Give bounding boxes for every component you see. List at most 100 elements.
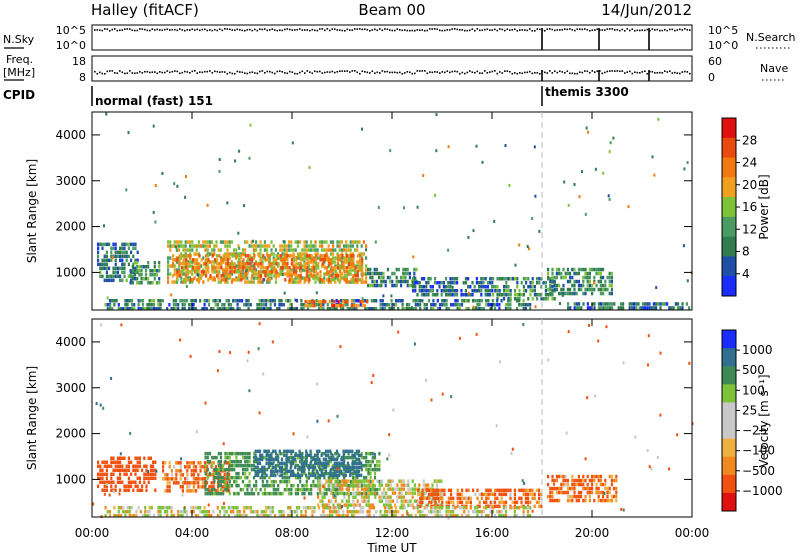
heat-cell [452,303,455,307]
heat-cell [226,475,229,480]
heat-cell [330,278,333,282]
heat-cell [246,270,249,274]
heat-cell [227,506,230,510]
heat-cell [551,494,554,499]
heat-cell [206,459,209,464]
heat-cell [531,297,534,301]
heat-cell [344,514,347,518]
freq-point [426,72,429,75]
freq-point [119,70,121,72]
heat-cell [505,500,508,505]
nsky-point [631,28,634,30]
heat-cell [558,490,561,495]
heat-cell [381,299,384,303]
heat-cell [299,258,302,262]
heat-cell [379,307,382,311]
nsky-point [321,28,324,30]
nsky-point [614,29,616,31]
heat-cell [296,467,300,472]
heat-cell [130,242,133,247]
heat-cell [591,267,594,272]
heat-cell [213,455,216,460]
heat-cell [507,303,510,307]
freq-point [449,71,451,74]
heat-cell [190,299,193,303]
heat-cell [257,254,260,258]
heat-cell [331,510,334,514]
heat-cell [325,240,328,244]
freq-point [249,71,251,74]
sparse-cell [173,182,176,186]
heat-cell [219,491,223,496]
heat-cell [339,307,343,311]
heat-cell [186,260,189,264]
heat-cell [599,275,602,280]
heat-cell [257,270,260,274]
heat-cell [172,307,175,311]
nsky-point [209,29,211,31]
nsky-point [211,29,214,32]
heat-cell [189,270,192,274]
heat-cell [229,262,232,266]
heat-cell [178,272,181,276]
heat-cell [431,499,434,503]
heat-cell [119,278,122,283]
heat-cell [346,299,349,304]
heat-cell [445,510,448,514]
heat-cell [270,248,273,252]
heat-cell [121,242,124,247]
freq-point [96,72,99,75]
heat-cell [185,270,188,274]
sparse-cell [425,378,427,382]
heat-cell [186,465,189,469]
heat-cell [321,248,324,252]
power-ylabel: Slant Range [km] [25,159,39,263]
y-tick-label: 3000 [55,381,86,395]
heat-cell [577,279,580,284]
heat-cell [159,514,162,518]
heat-cell [110,274,113,279]
heat-cell [478,289,481,293]
heat-cell [113,299,116,303]
heat-cell [547,494,550,499]
heat-cell [295,274,298,278]
heat-cell [487,303,490,307]
heat-cell [323,260,326,264]
heat-cell [300,461,303,466]
sparse-cell [647,334,650,338]
heat-cell [688,306,691,310]
heat-cell [436,281,439,285]
sparse-cell [222,489,225,493]
heat-cell [430,488,433,493]
heat-cell [367,491,370,495]
sparse-cell [333,494,336,498]
heat-cell [314,276,317,280]
heat-cell [171,244,174,248]
heat-cell [340,256,343,260]
nsky-point [316,29,319,32]
heat-cell [225,461,228,465]
heat-cell [213,467,216,472]
heat-cell [283,252,286,256]
freq-point [131,72,134,74]
sparse-cell [179,338,182,342]
heat-cell [197,244,200,248]
heat-cell [428,496,431,501]
heat-cell [367,451,370,456]
heat-cell [427,510,431,514]
heat-cell [342,453,345,458]
nsky-point [154,29,156,31]
sparse-cell [472,305,475,309]
heat-cell [302,514,305,518]
heat-cell [122,307,125,311]
heat-cell [356,280,359,284]
heat-cell [200,244,203,248]
nsky-point [329,29,331,32]
heat-cell [480,293,483,297]
heat-cell [175,469,178,473]
freq-point [551,72,554,74]
heat-cell [180,276,183,280]
heat-cell [498,500,501,505]
nsky-point [656,28,659,31]
heat-cell [191,248,194,252]
